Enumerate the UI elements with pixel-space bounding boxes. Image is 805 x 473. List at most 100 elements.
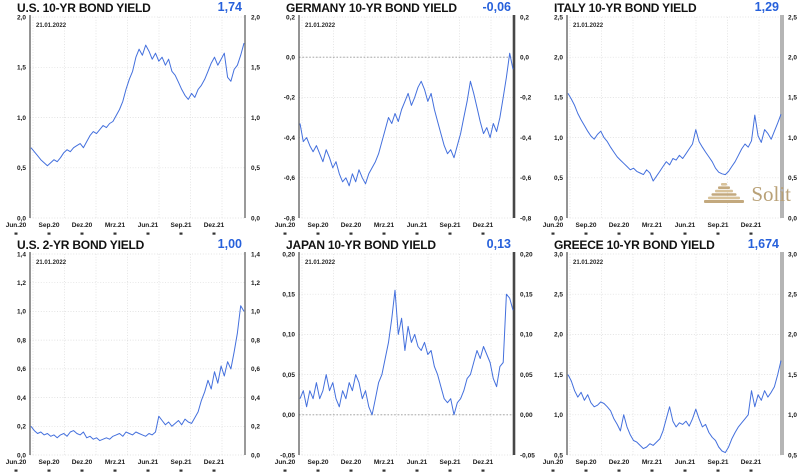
date-label: 21.01.2022 [305,260,336,266]
x-tick-label: Dez.20 [341,222,362,229]
x-tick-label: Jun.20 [6,222,27,229]
panel-japan-10yr-bond-yield: JAPAN 10-YR BOND YIELD 0,13 0,20 0,20 0,15… [269,237,537,473]
y-tick-label-left: 2,5 [554,292,563,299]
x-axis-tick [481,232,485,235]
line-chart-canvas: 0,20 0,20 0,15 0,15 0,10 0,10 0,05 0,05 0,00 0,00… [275,251,535,472]
x-tick-label: Sep.21 [708,222,729,229]
y-tick-label-left: -0,8 [284,215,296,222]
x-tick-label: Jun.21 [138,459,159,466]
date-label: 21.01.2022 [305,23,336,29]
x-tick-label: Sep.21 [440,459,461,466]
x-tick-label: Dez.20 [72,459,93,466]
x-tick-label: Sep.20 [39,222,60,229]
y-tick-label-left: 0,20 [282,251,295,258]
x-axis-tick [683,232,687,235]
x-tick-label: Jun.21 [675,459,696,466]
chart-title: JAPAN 10-YR BOND YIELD [286,238,436,252]
last-value-badge: -0,06 [482,0,512,14]
panel-italy-10yr-bond-yield: ITALY 10-YR BOND YIELD 1,29 2,5 2,5 2,0 2,0… [537,0,805,236]
line-chart-canvas: 3,0 3,02,5 2,52,0 2,01,5 1,51,0 1,00,5 0,5Jun.… [543,251,797,472]
y-tick-label-left: 1,5 [554,95,563,102]
x-tick-label: Sep.21 [440,222,461,229]
panel-germany-10yr-bond-yield: GERMANY 10-YR BOND YIELD -0,06 0,2 0,2 0,0… [269,0,537,236]
y-tick-label-right: 0,05 [520,372,533,379]
x-axis-tick [716,232,720,235]
x-tick-label: Jun.21 [407,222,428,229]
x-axis-tick [283,232,287,235]
y-tick-label-left: 0,00 [282,412,295,419]
solit-logo-text: Solit [751,181,791,206]
x-axis-tick [47,469,51,472]
y-tick-label-left: 3,0 [554,251,563,258]
x-tick-label: Sep.20 [308,222,329,229]
x-tick-label: Sep.21 [171,459,192,466]
x-axis-tick [481,469,485,472]
y-tick-label-left: 0,5 [17,165,26,172]
y-tick-label-left: 0,8 [17,337,26,344]
y-tick-label-right: 1,0 [788,135,797,142]
y-tick-label-left: 0,15 [282,292,295,299]
y-tick-label-right: 0,00 [520,412,533,419]
x-axis-tick [80,469,84,472]
y-tick-label-right: 0,0 [788,215,797,222]
x-axis-tick [749,232,753,235]
y-tick-label-left: -0,4 [284,135,296,142]
y-tick-label-right: -0,6 [520,175,532,182]
yield-series-line [299,52,514,187]
y-tick-label-right: 1,5 [788,372,797,379]
y-tick-label-right: 1,0 [251,115,260,122]
x-axis-tick [179,232,183,235]
x-axis-tick [316,469,320,472]
y-tick-label-left: 1,4 [17,251,26,258]
x-axis-tick [14,232,18,235]
y-tick-label-left: 0,4 [17,395,26,402]
y-tick-label-right: 0,2 [251,424,260,431]
x-tick-label: Dez.20 [609,222,630,229]
y-tick-label-left: 1,5 [17,65,26,72]
x-axis-tick [551,232,555,235]
x-axis-tick [415,232,419,235]
y-tick-label-left: 0,2 [17,424,26,431]
y-tick-label-left: 0,5 [554,175,563,182]
x-tick-label: Mrz.21 [642,459,663,466]
y-tick-label-left: 0,0 [17,452,26,459]
y-tick-label-left: 2,0 [17,14,26,21]
y-tick-label-left: 1,0 [17,309,26,316]
y-tick-label-left: -0,2 [284,95,296,102]
y-tick-label-right: -0,05 [520,452,535,459]
y-tick-label-right: 0,0 [251,452,260,459]
x-tick-label: Mrz.21 [105,459,126,466]
x-axis-tick [212,232,216,235]
yield-series-line [567,360,782,454]
x-tick-label: Sep.21 [171,222,192,229]
y-tick-label-left: 0,5 [554,452,563,459]
y-tick-label-right: 0,10 [520,332,533,339]
y-tick-label-right: 0,5 [251,165,260,172]
y-tick-label-right: 1,5 [788,95,797,102]
x-axis-tick [650,469,654,472]
x-tick-label: Mrz.21 [374,222,395,229]
x-tick-label: Dez.21 [741,459,762,466]
line-chart-canvas: 2,5 2,52,0 2,01,5 1,51,0 1,00,5 0,50,0 0,0Jun.… [543,14,797,235]
y-tick-label-left: 0,0 [554,215,563,222]
y-tick-label-right: 2,5 [788,14,797,21]
y-tick-label-right: 0,5 [788,452,797,459]
last-value-badge: 1,29 [754,0,779,14]
y-tick-label-right: 2,0 [788,332,797,339]
y-tick-label-right: 0,0 [520,55,529,62]
y-tick-label-left: 0,05 [282,372,295,379]
x-tick-label: Dez.21 [204,222,225,229]
y-tick-label-left: 1,0 [554,135,563,142]
yield-series-line [567,93,782,182]
y-tick-label-right: 0,0 [251,215,260,222]
x-axis-tick [146,469,150,472]
x-tick-label: Sep.20 [39,459,60,466]
x-axis-tick [749,469,753,472]
y-tick-label-right: 1,0 [788,412,797,419]
x-tick-label: Sep.20 [576,222,597,229]
date-label: 21.01.2022 [573,23,604,29]
y-tick-label-right: 0,15 [520,292,533,299]
x-axis-tick [14,469,18,472]
yield-series-line [30,305,245,442]
y-tick-label-right: 2,0 [251,14,260,21]
